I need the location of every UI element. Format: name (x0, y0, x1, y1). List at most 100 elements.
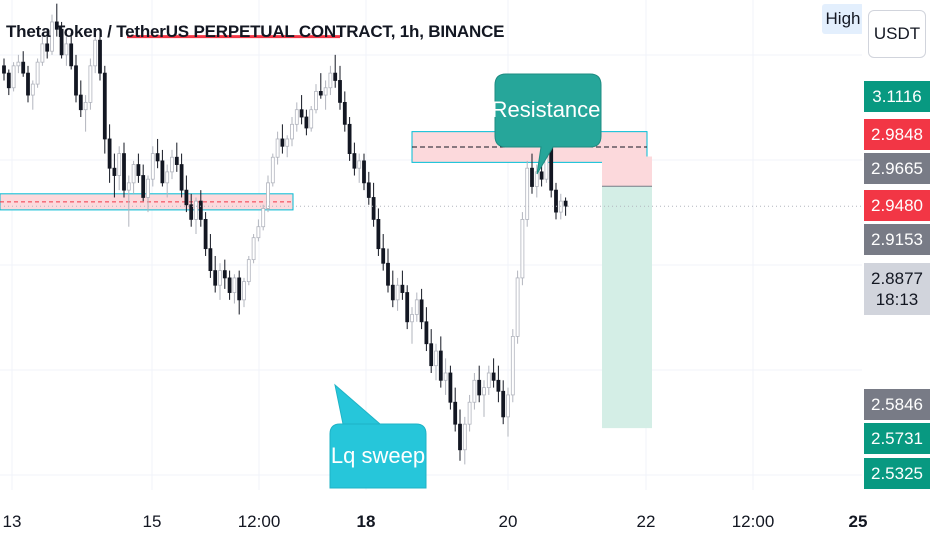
candle (54, 3, 59, 37)
candle (352, 142, 357, 176)
candle (515, 270, 520, 344)
candle (165, 164, 170, 198)
callout-lq-sweep-text: Lq sweep (331, 443, 425, 468)
candle (30, 80, 35, 110)
candle (184, 175, 189, 213)
candle (189, 193, 194, 227)
candle (6, 69, 11, 96)
candle (78, 80, 83, 118)
candle (246, 255, 251, 286)
candle (429, 329, 434, 373)
candle (434, 343, 438, 381)
candle (131, 160, 136, 194)
candle (357, 153, 362, 183)
price-tag: 2.9848 (864, 119, 930, 150)
candle (318, 73, 323, 99)
candle (395, 277, 400, 311)
candle (333, 54, 338, 88)
candle (98, 32, 102, 81)
time-tick-label: 18 (356, 512, 376, 531)
callout-lq-sweep[interactable]: Lq sweep (329, 383, 427, 489)
candle (314, 84, 318, 114)
candle (347, 117, 352, 161)
candle (208, 234, 213, 278)
candle (93, 36, 98, 74)
time-tick-label: 15 (142, 512, 162, 531)
candle (309, 106, 314, 132)
price-tag: 2.5325 (864, 458, 930, 489)
callout-resistance[interactable]: Resistance (492, 73, 602, 175)
short-position-tool[interactable] (602, 156, 652, 429)
candle (117, 146, 122, 191)
candle (50, 14, 54, 55)
candle (400, 270, 405, 300)
candle (366, 171, 371, 205)
candle (414, 292, 419, 322)
currency-button[interactable]: USDT (868, 10, 926, 58)
candle (88, 58, 93, 110)
candle (26, 65, 30, 103)
candle (35, 58, 40, 88)
candle (21, 51, 26, 77)
candle (290, 117, 294, 147)
candle (280, 124, 285, 154)
zone-layer (0, 35, 648, 211)
candle (150, 146, 155, 187)
candle (534, 164, 539, 198)
candle (386, 248, 390, 293)
candle (112, 153, 117, 198)
candle (198, 190, 203, 227)
price-tag: 2.5731 (864, 423, 930, 454)
candle (285, 135, 290, 158)
price-chart[interactable]: Resistance Lq sweep (0, 0, 862, 490)
candle (477, 365, 482, 403)
candle (275, 131, 280, 165)
candle (390, 270, 395, 308)
candle (381, 234, 386, 271)
candle (2, 58, 6, 81)
candle (458, 409, 462, 461)
candle (16, 54, 21, 74)
candle (242, 277, 246, 308)
candle (160, 149, 165, 187)
candle-countdown: 18:13 (875, 290, 919, 309)
candle (438, 336, 443, 388)
candle (40, 36, 45, 66)
stop-loss-area (602, 156, 652, 187)
candle (218, 263, 222, 300)
grid-lines (0, 0, 862, 490)
price-tag: 2.5846 (864, 389, 930, 420)
time-axis[interactable] (0, 490, 862, 550)
candle (342, 91, 347, 132)
candle (501, 380, 506, 425)
candle (203, 212, 208, 256)
candle (136, 153, 141, 183)
candle (179, 153, 184, 198)
candle (261, 204, 266, 231)
candle (453, 387, 458, 432)
candle (251, 234, 256, 264)
time-tick-label: 12:00 (237, 512, 281, 531)
current-price-value: 2.8877 (871, 269, 923, 288)
candle (213, 255, 218, 293)
candle (424, 307, 429, 352)
price-tag: 2.9153 (864, 224, 930, 255)
candle (174, 142, 179, 172)
candle (141, 164, 146, 202)
candle (83, 95, 88, 132)
candle (405, 285, 410, 330)
candle (491, 358, 496, 388)
candle (496, 365, 501, 403)
price-tag: 2.9480 (864, 190, 930, 221)
candle (376, 208, 381, 256)
candle (232, 274, 237, 304)
candle (525, 160, 530, 227)
candle (530, 153, 534, 194)
candle (563, 197, 568, 216)
candle (74, 54, 78, 103)
candle (155, 138, 160, 169)
candle (194, 197, 198, 235)
high-button[interactable]: High (822, 4, 864, 34)
candlestick-series (2, 3, 568, 465)
candle (520, 212, 525, 286)
